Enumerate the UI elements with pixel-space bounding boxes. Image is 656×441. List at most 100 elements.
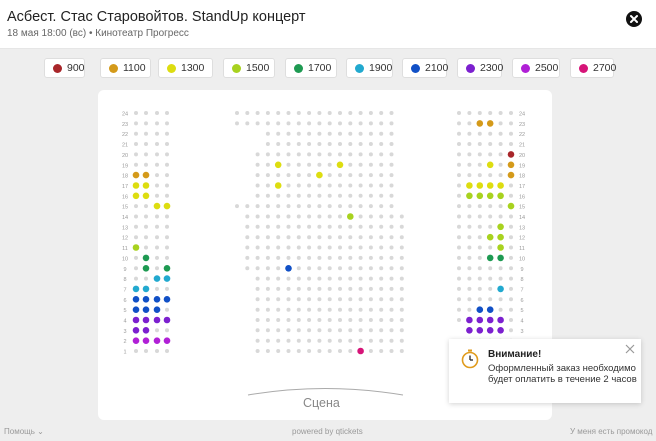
seat-available[interactable]	[132, 296, 140, 303]
seat-available[interactable]	[476, 306, 484, 313]
price-filter-2300[interactable]: 2300	[457, 58, 503, 78]
help-link[interactable]: Помощь ⌄	[4, 427, 44, 436]
seat-available[interactable]	[142, 171, 150, 179]
seat-available[interactable]	[142, 337, 150, 344]
seat-available[interactable]	[142, 306, 150, 313]
seat-available[interactable]	[153, 316, 161, 324]
seat-available[interactable]	[497, 244, 504, 251]
seat-available[interactable]	[476, 316, 484, 324]
seat-available[interactable]	[486, 192, 494, 200]
seat-available[interactable]	[132, 316, 140, 324]
seat-available[interactable]	[163, 275, 171, 282]
seat-available[interactable]	[497, 233, 504, 241]
seat-available[interactable]	[142, 182, 150, 189]
seat-available[interactable]	[497, 223, 504, 231]
seat-available[interactable]	[132, 171, 140, 179]
seat-available[interactable]	[466, 182, 473, 189]
seat-taken	[509, 121, 513, 126]
price-filter-1900[interactable]: 1900	[346, 58, 393, 78]
seat-available[interactable]	[153, 306, 161, 313]
seat-taken	[286, 338, 291, 343]
seat-available[interactable]	[497, 192, 504, 200]
seat-available[interactable]	[142, 285, 150, 293]
seat-available[interactable]	[142, 254, 150, 262]
seat-available[interactable]	[142, 296, 150, 303]
price-filter-1300[interactable]: 1300	[158, 58, 213, 78]
seat-available[interactable]	[507, 202, 515, 210]
seat-available[interactable]	[132, 327, 140, 334]
seat-available[interactable]	[316, 171, 323, 179]
price-filter-2700[interactable]: 2700	[570, 58, 616, 78]
seat-available[interactable]	[336, 161, 344, 169]
seat-available[interactable]	[132, 285, 140, 293]
seat-available[interactable]	[153, 275, 161, 282]
seat-available[interactable]	[497, 182, 504, 189]
seat-available[interactable]	[142, 316, 150, 324]
price-filter-2100[interactable]: 2100	[402, 58, 448, 78]
price-filter-900[interactable]: 900	[44, 58, 85, 78]
seat-taken	[338, 276, 342, 281]
seat-available[interactable]	[347, 213, 354, 220]
seat-available[interactable]	[163, 202, 171, 210]
seat-taken	[348, 152, 353, 157]
seat-taken	[286, 142, 291, 146]
seat-available[interactable]	[163, 296, 171, 303]
seat-available[interactable]	[497, 254, 504, 262]
seat-taken	[477, 162, 482, 167]
seat-available[interactable]	[476, 182, 484, 189]
seat-available[interactable]	[497, 316, 504, 324]
seat-available[interactable]	[486, 233, 494, 241]
seat-available[interactable]	[274, 161, 282, 169]
seat-available[interactable]	[476, 192, 484, 200]
seat-available[interactable]	[466, 192, 473, 200]
promo-code-link[interactable]: У меня есть промокод	[570, 427, 653, 436]
seat-available[interactable]	[466, 316, 473, 324]
seat-available[interactable]	[153, 337, 161, 344]
seat-available[interactable]	[163, 337, 171, 344]
seat-available[interactable]	[476, 327, 484, 334]
seat-available[interactable]	[153, 296, 161, 303]
seat-taken	[389, 183, 394, 188]
seat-available[interactable]	[486, 327, 494, 334]
seat-taken	[467, 142, 472, 146]
price-filter-1100[interactable]: 1100	[100, 58, 151, 78]
seat-available[interactable]	[507, 151, 515, 158]
seat-available[interactable]	[497, 285, 504, 293]
seat-available[interactable]	[476, 120, 484, 127]
seat-available[interactable]	[507, 161, 515, 169]
seat-taken	[165, 183, 169, 188]
seat-available[interactable]	[142, 327, 150, 334]
seat-available[interactable]	[497, 327, 504, 334]
seat-available[interactable]	[132, 192, 140, 200]
seat-taken	[327, 245, 332, 250]
seat-available[interactable]	[142, 192, 150, 200]
price-filter-1500[interactable]: 1500	[223, 58, 275, 78]
seat-taken	[317, 318, 322, 322]
seat-taken	[255, 193, 260, 198]
seat-available[interactable]	[486, 306, 494, 313]
row-number-left: 23	[122, 122, 128, 128]
price-filter-1700[interactable]: 1700	[285, 58, 337, 78]
seat-available[interactable]	[486, 316, 494, 324]
seat-available[interactable]	[163, 265, 171, 272]
seat-available[interactable]	[357, 347, 364, 355]
notice-close-icon[interactable]	[625, 344, 635, 354]
seat-available[interactable]	[132, 337, 140, 344]
seat-available[interactable]	[466, 327, 473, 334]
seat-available[interactable]	[285, 265, 292, 272]
price-filter-2500[interactable]: 2500	[512, 58, 560, 78]
seat-available[interactable]	[486, 254, 494, 262]
seat-available[interactable]	[163, 316, 171, 324]
seat-available[interactable]	[153, 202, 161, 210]
seat-available[interactable]	[132, 306, 140, 313]
seat-available[interactable]	[486, 120, 494, 127]
seat-taken	[399, 307, 404, 312]
seat-available[interactable]	[486, 182, 494, 189]
seat-available[interactable]	[142, 265, 150, 272]
seat-available[interactable]	[486, 161, 494, 169]
seat-available[interactable]	[507, 171, 515, 179]
seat-available[interactable]	[132, 182, 140, 189]
close-button[interactable]	[626, 11, 642, 27]
seat-available[interactable]	[132, 244, 140, 251]
seat-available[interactable]	[274, 182, 282, 189]
